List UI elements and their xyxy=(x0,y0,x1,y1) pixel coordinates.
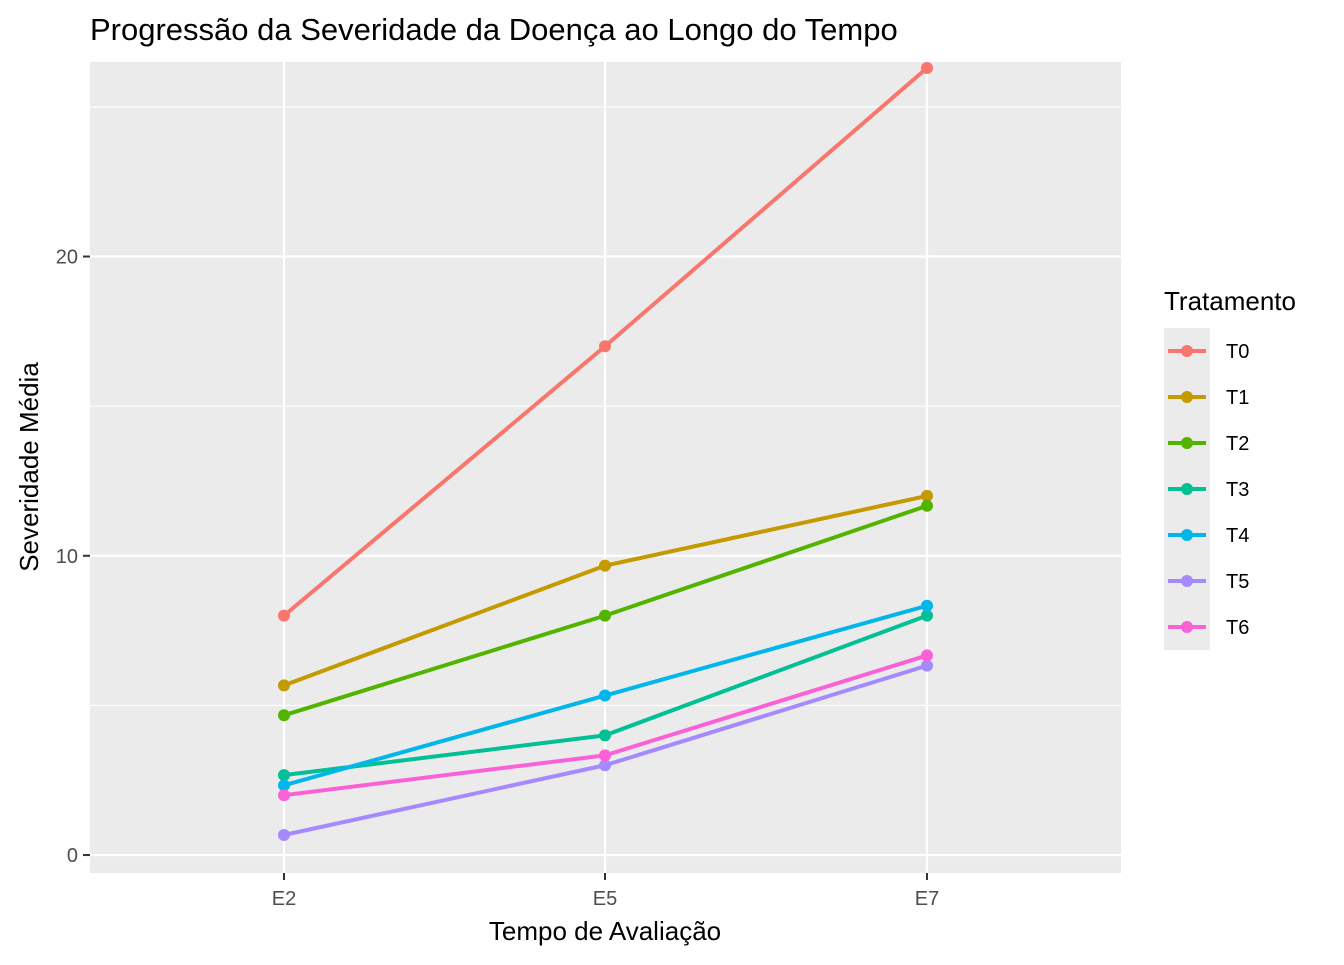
legend-key-point xyxy=(1181,391,1193,403)
legend-label: T6 xyxy=(1226,617,1249,639)
data-point xyxy=(278,679,290,692)
x-tick-label: E7 xyxy=(915,888,939,910)
data-point xyxy=(278,779,290,792)
x-tick-label: E2 xyxy=(272,888,296,910)
y-tick-label: 10 xyxy=(56,546,78,568)
data-point xyxy=(278,709,290,722)
legend-item: T1 xyxy=(1168,387,1249,409)
legend-item: T6 xyxy=(1168,617,1249,639)
data-point xyxy=(921,609,933,622)
legend-key-point xyxy=(1181,575,1193,587)
y-tick-label: 20 xyxy=(56,247,78,269)
chart-title: Progressão da Severidade da Doença ao Lo… xyxy=(90,12,898,47)
legend-item: T5 xyxy=(1168,571,1249,593)
series-t6 xyxy=(278,649,933,802)
legend-key-point xyxy=(1181,345,1193,357)
legend-key-point xyxy=(1181,621,1193,633)
data-point xyxy=(278,789,290,802)
data-point xyxy=(278,769,290,782)
series-t4 xyxy=(278,599,933,792)
data-point xyxy=(278,609,290,622)
legend-label: T4 xyxy=(1226,525,1249,547)
y-axis-title: Severidade Média xyxy=(14,362,44,572)
data-point xyxy=(599,340,611,353)
legend-label: T5 xyxy=(1226,571,1249,593)
series-t5 xyxy=(278,659,933,841)
y-tick-label: 0 xyxy=(67,845,78,867)
data-point xyxy=(599,559,611,572)
series-t3 xyxy=(278,609,933,782)
data-point xyxy=(599,729,611,742)
legend-key-point xyxy=(1181,483,1193,495)
legend-key-point xyxy=(1181,529,1193,541)
legend-label: T0 xyxy=(1226,341,1249,363)
data-point xyxy=(921,599,933,612)
data-point xyxy=(599,609,611,622)
legend-item: T3 xyxy=(1168,479,1249,501)
data-point xyxy=(599,689,611,702)
data-point xyxy=(921,649,933,662)
data-point xyxy=(921,659,933,672)
legend-item: T2 xyxy=(1168,433,1249,455)
data-point xyxy=(921,61,933,74)
series-t2 xyxy=(278,499,933,722)
legend-label: T3 xyxy=(1226,479,1249,501)
legend-label: T2 xyxy=(1226,433,1249,455)
data-point xyxy=(599,759,611,772)
series-group xyxy=(278,61,933,841)
series-t1 xyxy=(278,489,933,692)
legend-key-point xyxy=(1181,437,1193,449)
x-tick-label: E5 xyxy=(593,888,617,910)
data-point xyxy=(278,828,290,841)
legend-item: T4 xyxy=(1168,525,1249,547)
data-point xyxy=(599,749,611,762)
x-axis-title: Tempo de Avaliação xyxy=(489,916,721,946)
data-point xyxy=(921,499,933,512)
legend-title: Tratamento xyxy=(1164,286,1296,316)
axes: 0 10 20 E2 E5 E7 xyxy=(56,247,939,910)
grid-lines xyxy=(90,62,1121,873)
legend-label: T1 xyxy=(1226,387,1249,409)
legend-item: T0 xyxy=(1168,341,1249,363)
series-t0 xyxy=(278,61,933,622)
legend: Tratamento T0 T1 T2 T3 T4 T5 T6 xyxy=(1164,286,1296,650)
data-point xyxy=(921,489,933,502)
